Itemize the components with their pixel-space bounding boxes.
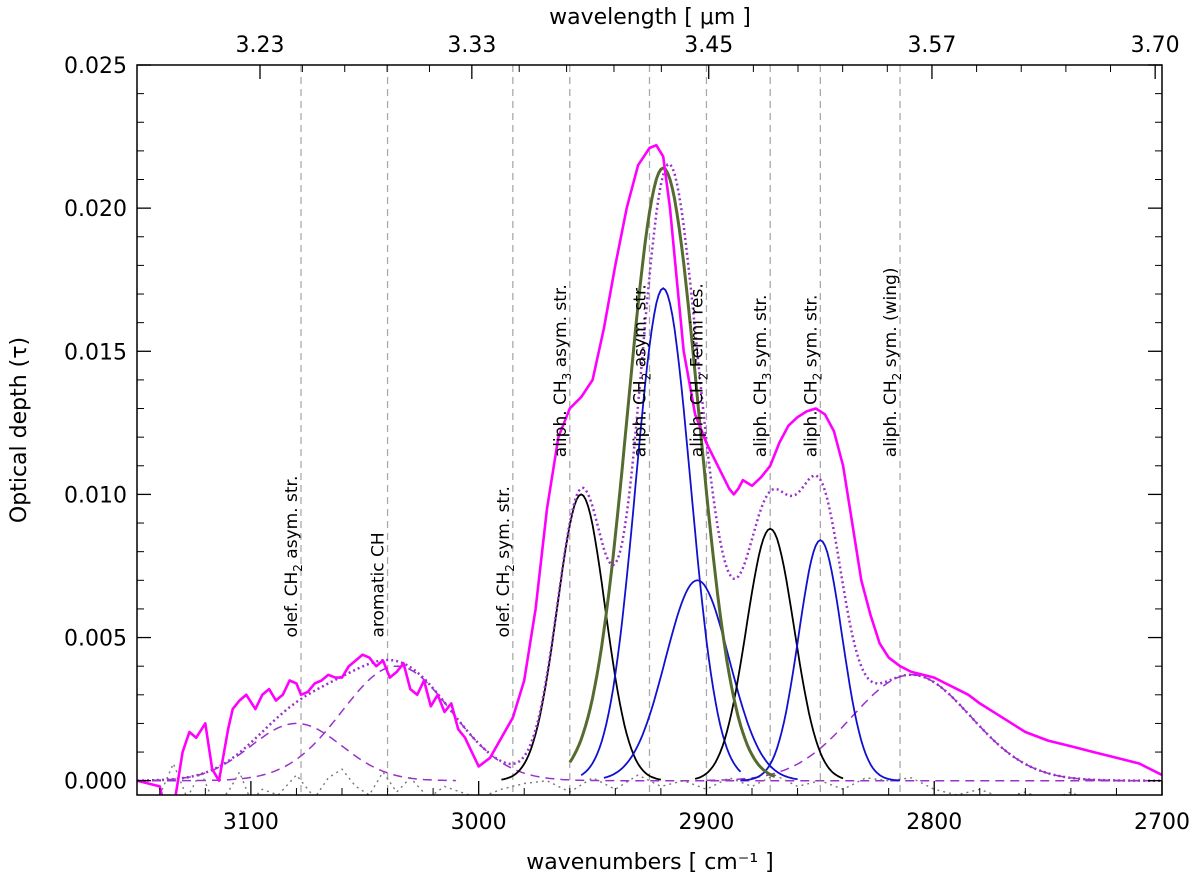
reference-label-1: aromatic CH	[369, 532, 389, 637]
reference-label-subscript: 2	[503, 564, 517, 572]
reference-label-rest: asym. str.	[631, 284, 651, 372]
model-layer	[137, 163, 1162, 782]
reference-label-5: aliph. CH2 Fermi res.	[687, 283, 710, 457]
gaussian-layer	[501, 166, 901, 782]
reference-label-2: olef. CH2 sym. str.	[494, 486, 517, 637]
gaussian-component-4	[740, 539, 901, 782]
reference-label-main: aliph. CH	[801, 380, 821, 457]
reference-label-8: aliph. CH2 sym. (wing)	[881, 268, 904, 458]
y-tick-label: 0.025	[64, 54, 127, 79]
observed-spectrum	[137, 143, 1162, 795]
reference-label-main: aliph. CH	[881, 380, 901, 457]
reference-label-main: aliph. CH	[751, 380, 771, 457]
reference-label-subscript: 2	[291, 564, 305, 572]
top-tick-label: 3.45	[684, 33, 733, 58]
top-tick-label: 3.33	[447, 33, 496, 58]
y-tick-label: 0.010	[64, 483, 127, 508]
y-tick-label: 0.000	[64, 770, 127, 795]
reference-label-main: olef. CH	[282, 572, 302, 638]
reference-label-main: olef. CH	[494, 572, 514, 638]
residual-line	[157, 761, 1119, 795]
x-tick-label: 2900	[678, 810, 734, 835]
reference-label-3: aliph. CH3 asym. str.	[551, 284, 574, 457]
observed-layer	[137, 143, 1162, 795]
broad-gaussian-layer	[137, 665, 1162, 782]
reference-label-subscript: 2	[696, 373, 710, 381]
reference-label-4: aliph. CH2 asym. str.	[631, 284, 654, 457]
reference-label-0: olef. CH2 asym. str.	[282, 476, 305, 638]
reference-label-7: aliph. CH2 sym. str.	[801, 295, 824, 458]
y-tick-label: 0.020	[64, 197, 127, 222]
top-tick-label: 3.70	[1131, 33, 1180, 58]
reference-label-rest: asym. str.	[551, 284, 571, 372]
reference-label-subscript: 3	[560, 373, 574, 381]
reference-label-subscript: 2	[890, 373, 904, 381]
y-tick-label: 0.005	[64, 627, 127, 652]
reference-label-main: aliph. CH	[551, 380, 571, 457]
reference-label-subscript: 3	[760, 373, 774, 381]
reference-label-main: aliph. CH	[631, 380, 651, 457]
reference-label-main: aromatic CH	[369, 532, 389, 637]
y-axis-title: Optical depth (τ)	[7, 337, 32, 523]
broad-gaussian-0	[137, 722, 456, 782]
x-tick-label: 3000	[451, 810, 507, 835]
gaussian-component-2	[603, 579, 798, 781]
reference-label-subscript: 2	[810, 373, 824, 381]
reference-label-rest: asym. str.	[282, 476, 302, 564]
tick-layer: 3100 3000 2900 2800 2700 0.000 0.005 0.010 0.015…	[64, 33, 1190, 835]
gaussian-sum	[568, 166, 776, 778]
x-tick-label: 3100	[223, 810, 279, 835]
top-tick-label: 3.23	[236, 33, 285, 58]
y-tick-label: 0.015	[64, 340, 127, 365]
gaussian-component-1	[580, 287, 742, 776]
x-tick-label: 2800	[906, 810, 962, 835]
broad-gaussian-2	[706, 674, 1162, 782]
annotation-layer: olef. CH2 asym. str.aromatic CH olef. CH2…	[282, 268, 904, 638]
model-total	[137, 163, 1162, 782]
x-tick-label: 2700	[1134, 810, 1190, 835]
reference-label-subscript: 2	[640, 373, 654, 381]
gaussian-component-3	[694, 527, 844, 780]
plot-frame	[136, 64, 1163, 796]
residual-layer	[157, 761, 1119, 795]
reference-label-main: aliph. CH	[687, 380, 707, 457]
reference-label-rest: sym. str.	[801, 295, 821, 373]
reference-label-rest: sym. str.	[494, 486, 514, 564]
reference-label-rest: sym. str.	[751, 295, 771, 373]
gaussian-component-0	[501, 493, 662, 781]
reference-label-rest: sym. (wing)	[881, 268, 901, 373]
reference-label-rest: Fermi res.	[687, 283, 707, 372]
top-tick-label: 3.57	[907, 33, 956, 58]
top-axis-title: wavelength [ μm ]	[549, 5, 751, 30]
reference-lines	[300, 65, 901, 795]
reference-label-6: aliph. CH3 sym. str.	[751, 295, 774, 458]
x-axis-title: wavenumbers [ cm⁻¹ ]	[526, 850, 773, 875]
